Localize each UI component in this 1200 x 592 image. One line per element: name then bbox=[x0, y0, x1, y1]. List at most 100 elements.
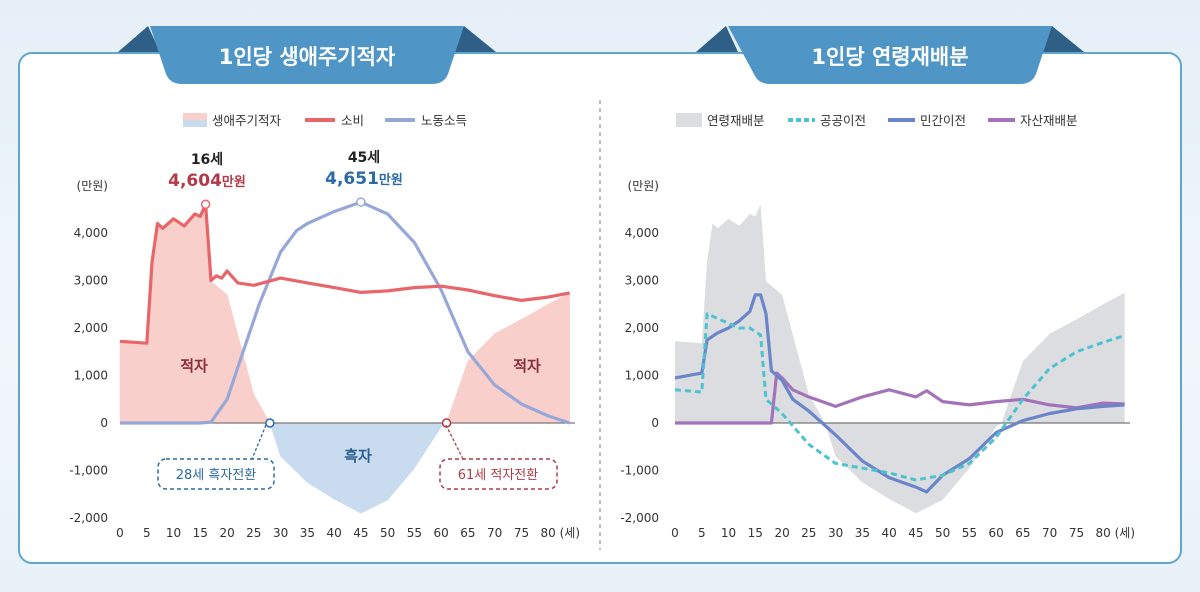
right-x-tick-label: 40 bbox=[881, 526, 896, 540]
callout-deficit-turn: 28세 흑자전환 bbox=[157, 424, 275, 490]
right-plot-area: 4,000 3,000 2,000 1,000 0 -1,000 -2,000 0 5 10 15 2… bbox=[620, 204, 1135, 540]
peak-income-age: 45세 bbox=[348, 150, 380, 166]
right-x-tick-label: 30 bbox=[828, 526, 843, 540]
callout-surplus-turn: 61세 적자전환 bbox=[439, 424, 558, 490]
asset-realloc-line bbox=[675, 371, 1125, 425]
left-x-tick-label: 75 bbox=[514, 526, 529, 540]
legend-swatch-lifecycle-deficit-blue bbox=[183, 120, 207, 127]
left-title-banner: 1인당 생애주기적자 bbox=[118, 26, 496, 84]
callout-deficit-leader bbox=[251, 424, 267, 460]
area-label-right-surplus: 적자 bbox=[513, 357, 541, 375]
right-y-tick-label: 4,000 bbox=[625, 226, 659, 240]
right-x-tick-label: 75 bbox=[1069, 526, 1084, 540]
left-panel-title: 1인당 생애주기적자 bbox=[219, 45, 396, 69]
lifecycle-deficit-area-segment bbox=[157, 222, 164, 424]
left-y-unit: (만원) bbox=[77, 179, 108, 193]
lifecycle-deficit-area-segment bbox=[253, 393, 271, 424]
callout-surplus-box bbox=[439, 458, 558, 490]
left-x-tick-label: 20 bbox=[219, 526, 234, 540]
left-legend: 생애주기적자 소비 노동소득 bbox=[183, 113, 467, 128]
left-x-tick-label: 60 bbox=[434, 526, 449, 540]
lifecycle-deficit-area-segment bbox=[119, 340, 148, 424]
lifecycle-deficit-area-segment bbox=[173, 218, 185, 424]
right-y-tick-label: 0 bbox=[651, 416, 659, 430]
lifecycle-deficit-area-segment bbox=[360, 422, 388, 514]
right-y-tick-label: -1,000 bbox=[620, 464, 659, 478]
left-y-tick-label: 0 bbox=[100, 416, 108, 430]
left-y-tick-label: 3,000 bbox=[74, 274, 108, 288]
left-x-tick-label: 70 bbox=[487, 526, 502, 540]
peak-income-value: 4,651 bbox=[325, 169, 379, 189]
peak-consumption-age: 16세 bbox=[191, 152, 223, 168]
lifecycle-deficit-area-segment bbox=[333, 422, 362, 514]
lifecycle-deficit-area-segment bbox=[387, 422, 415, 501]
right-x-tick-label: 15 bbox=[748, 526, 763, 540]
callout-deficit-text: 28세 흑자전환 bbox=[176, 468, 257, 483]
lifecycle-deficit-area-segment bbox=[307, 422, 335, 500]
area-label-left-surplus: 적자 bbox=[180, 357, 208, 375]
lifecycle-deficit-area-segment bbox=[269, 422, 281, 457]
left-plot-area: 4,000 3,000 2,000 1,000 0 -1,000 -2,000 0 5 10 15 2… bbox=[69, 197, 580, 540]
age-realloc-area bbox=[675, 204, 1125, 514]
right-legend: 연령재배분 공공이전 민간이전 자산재배분 bbox=[676, 113, 1078, 128]
lifecycle-deficit-area-segment bbox=[446, 361, 469, 424]
lifecycle-deficit-area-segment bbox=[167, 218, 174, 424]
right-x-tick-label: 35 bbox=[855, 526, 870, 540]
lifecycle-deficit-area-segment bbox=[547, 292, 570, 424]
lifecycle-deficit-area-segment bbox=[183, 213, 196, 424]
right-x-tick-label: 80 bbox=[1096, 526, 1111, 540]
legend-label-lifecycle-deficit: 생애주기적자 bbox=[212, 113, 282, 128]
right-y-tick-label: -2,000 bbox=[620, 511, 659, 525]
legend-label-labor-income: 노동소득 bbox=[421, 113, 467, 128]
right-y-tick-label: 2,000 bbox=[625, 321, 659, 335]
right-x-tick-label: 0 bbox=[671, 526, 679, 540]
peak-consumption-unit: 만원 bbox=[222, 174, 246, 190]
left-x-tick-label: 65 bbox=[460, 526, 475, 540]
area-label-deficit: 흑자 bbox=[344, 447, 372, 465]
callout-deficit-box bbox=[157, 458, 275, 490]
right-x-tick-label: 45 bbox=[908, 526, 923, 540]
left-x-tick-label: 50 bbox=[380, 526, 395, 540]
legend-label-age-realloc: 연령재배분 bbox=[707, 113, 765, 128]
right-x-tick-label: 65 bbox=[1015, 526, 1030, 540]
peak-consumption-value-line: 4,604만원 bbox=[168, 171, 246, 191]
right-x-tick-label: 5 bbox=[698, 526, 706, 540]
legend-label-asset-realloc: 자산재배분 bbox=[1020, 113, 1078, 128]
right-y-unit: (만원) bbox=[628, 179, 659, 193]
legend-label-private-transfer: 민간이전 bbox=[920, 113, 966, 128]
left-x-tick-label: 40 bbox=[326, 526, 341, 540]
left-x-tick-label: 25 bbox=[246, 526, 261, 540]
lifecycle-deficit-area-segment bbox=[200, 204, 206, 424]
right-x-unit-label: (세) bbox=[1115, 526, 1135, 540]
peak-consumption-marker bbox=[200, 199, 211, 210]
left-y-tick-label: -1,000 bbox=[69, 464, 108, 478]
lifecycle-deficit-area-segment bbox=[162, 222, 169, 424]
right-x-tick-label: 70 bbox=[1042, 526, 1057, 540]
right-y-tick-label: 1,000 bbox=[625, 369, 659, 383]
left-x-tick-label: 45 bbox=[353, 526, 368, 540]
left-x-tick-label: 0 bbox=[116, 526, 124, 540]
right-panel-title: 1인당 연령재배분 bbox=[811, 45, 968, 69]
right-x-tick-label: 25 bbox=[801, 526, 816, 540]
right-x-tick-label: 50 bbox=[935, 526, 950, 540]
right-x-tick-label: 60 bbox=[989, 526, 1004, 540]
public-transfer-line bbox=[674, 312, 1126, 482]
peak-income-value-line: 4,651만원 bbox=[325, 169, 403, 189]
left-x-tick-label: 30 bbox=[273, 526, 288, 540]
consumption-line bbox=[119, 202, 570, 345]
peak-consumption-value: 4,604 bbox=[168, 171, 222, 191]
peak-income-unit: 만원 bbox=[379, 172, 403, 188]
callout-surplus-leader bbox=[445, 424, 464, 460]
left-x-tick-label: 35 bbox=[300, 526, 315, 540]
lifecycle-deficit-area-segment bbox=[280, 422, 308, 484]
callout-surplus-text: 61세 적자전환 bbox=[458, 468, 539, 483]
left-x-unit-label: (세) bbox=[560, 526, 580, 540]
right-x-tick-label: 10 bbox=[721, 526, 736, 540]
left-y-tick-label: 2,000 bbox=[74, 321, 108, 335]
left-x-tick-label: 10 bbox=[166, 526, 181, 540]
deficit-turn-marker bbox=[265, 418, 275, 428]
peak-income-marker bbox=[356, 197, 366, 207]
lifecycle-deficit-area-segment bbox=[414, 422, 442, 470]
legend-label-consumption: 소비 bbox=[341, 113, 364, 128]
